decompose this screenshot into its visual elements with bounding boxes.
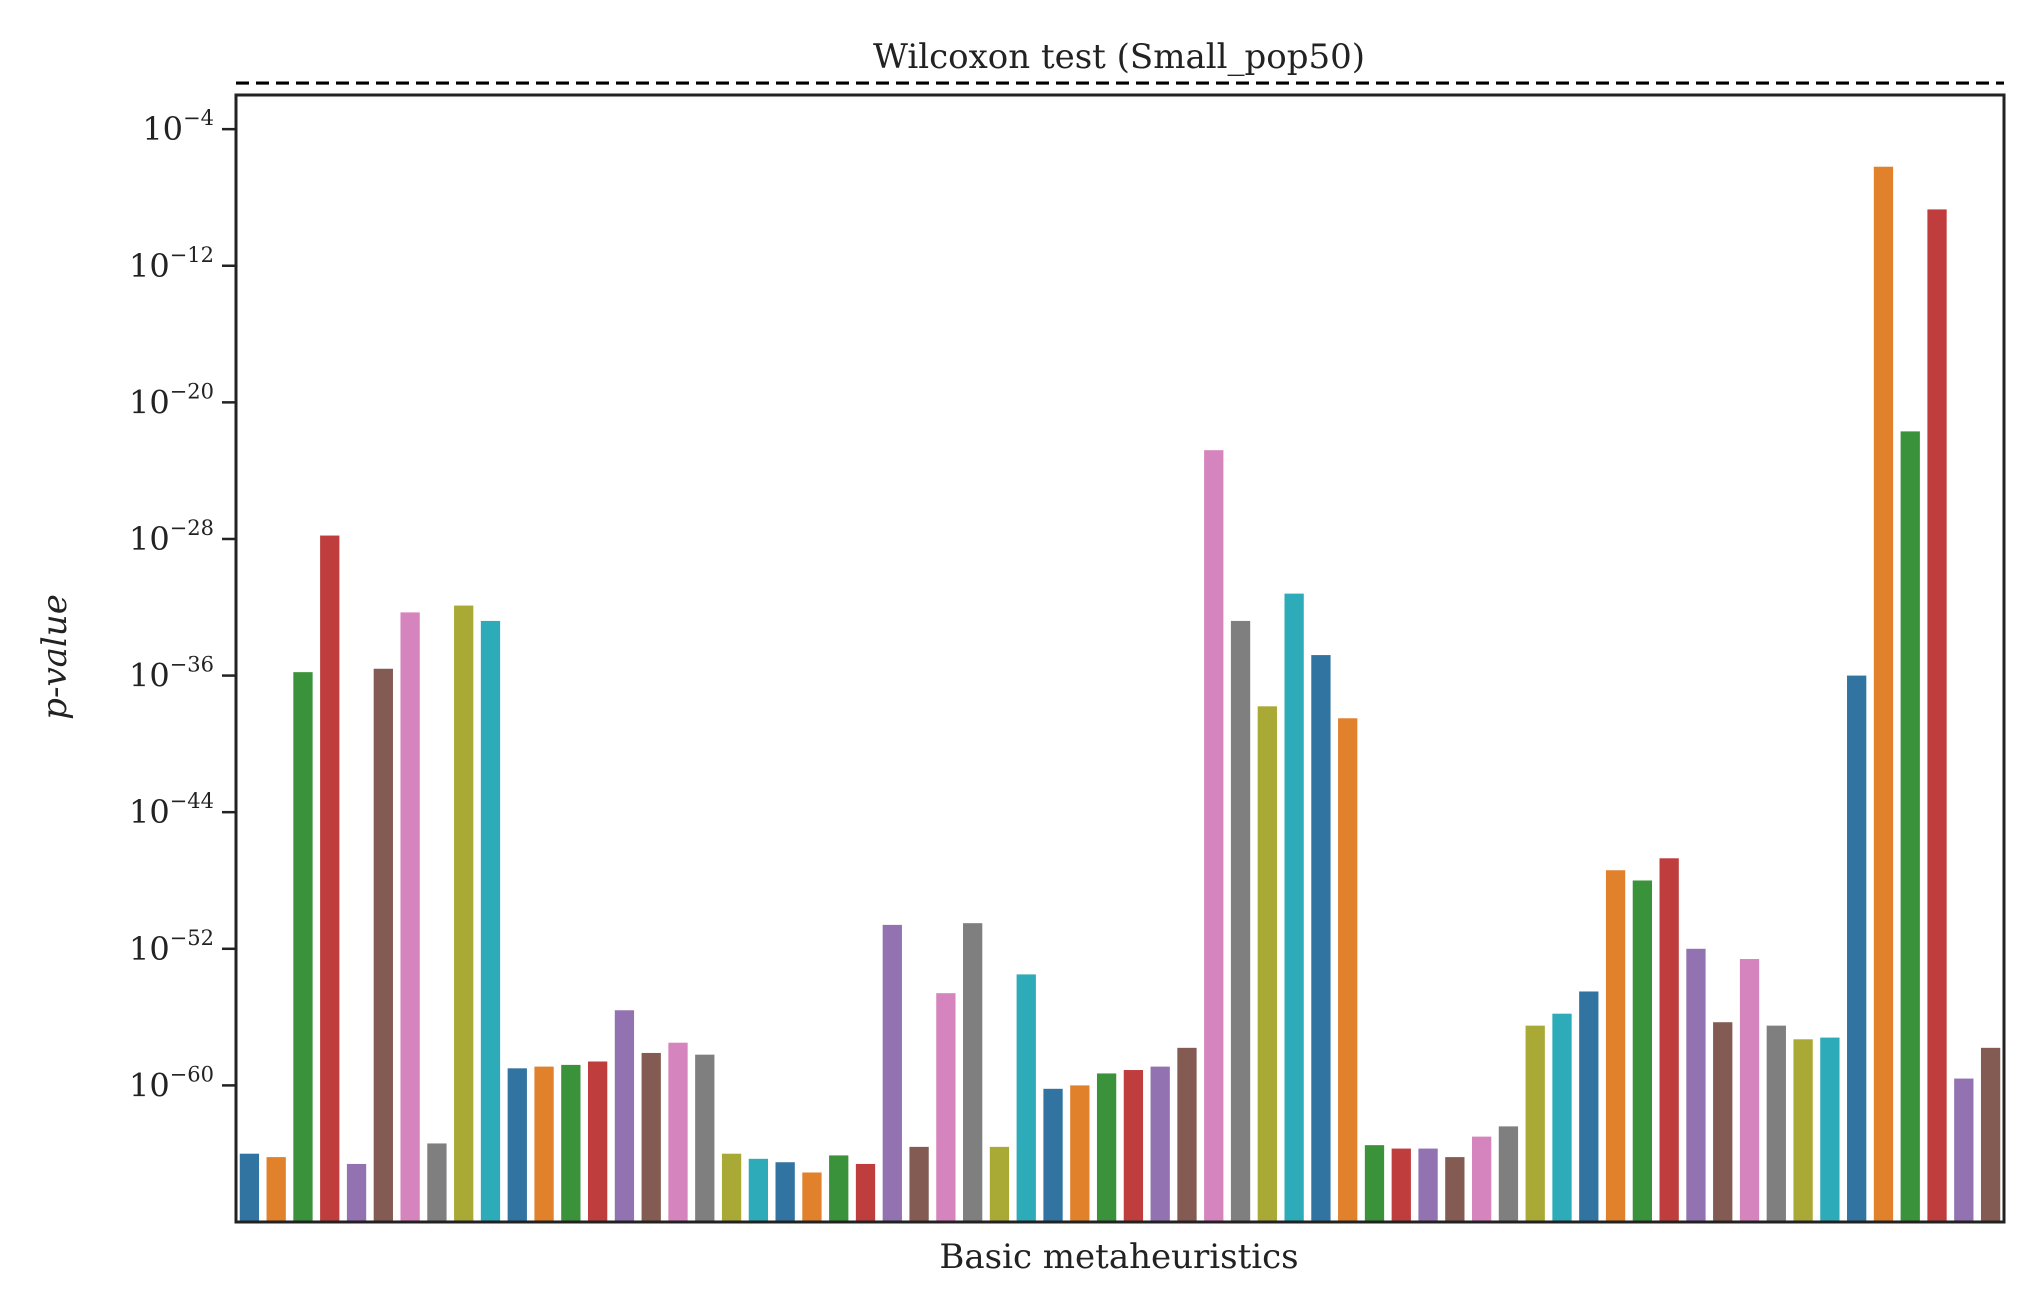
- bar-46: [1445, 1157, 1465, 1222]
- bar-8: [427, 1143, 447, 1222]
- bar-18: [695, 1054, 715, 1222]
- chart-title: Wilcoxon test (Small_pop50): [873, 37, 1365, 77]
- bar-4: [320, 535, 340, 1222]
- bar-19: [721, 1153, 742, 1222]
- y-tick-label: 10−44: [129, 789, 214, 831]
- bar-37: [1204, 450, 1224, 1222]
- bar-24: [855, 1163, 876, 1222]
- bar-31: [1043, 1088, 1063, 1222]
- bar-36: [1177, 1047, 1197, 1222]
- bar-28: [963, 923, 983, 1222]
- bar-47: [1471, 1136, 1492, 1222]
- bar-58: [1766, 1025, 1786, 1222]
- bar-64: [1927, 209, 1947, 1222]
- bar-9: [454, 605, 474, 1222]
- bar-61: [1847, 675, 1867, 1222]
- bar-53: [1632, 880, 1653, 1222]
- bar-17: [668, 1042, 688, 1222]
- bar-50: [1552, 1013, 1572, 1222]
- x-axis-label: Basic metaheuristics: [939, 1237, 1298, 1277]
- bar-14: [587, 1061, 608, 1222]
- bar-34: [1123, 1070, 1144, 1222]
- bar-25: [882, 924, 902, 1222]
- bar-48: [1498, 1126, 1519, 1222]
- bars: [239, 166, 2001, 1223]
- bar-22: [802, 1172, 822, 1222]
- bar-5: [346, 1163, 367, 1222]
- bar-57: [1739, 959, 1760, 1222]
- y-axis-label: p-value: [35, 594, 75, 720]
- bar-62: [1873, 166, 1894, 1223]
- bar-1: [239, 1153, 260, 1222]
- bar-32: [1070, 1085, 1090, 1222]
- y-tick-label: 10−4: [142, 106, 214, 148]
- bar-30: [1016, 974, 1036, 1222]
- bar-16: [641, 1052, 661, 1222]
- bar-2: [266, 1157, 286, 1222]
- bar-66: [1980, 1047, 2001, 1222]
- bar-33: [1096, 1073, 1117, 1222]
- bar-3: [293, 672, 313, 1222]
- y-tick-label: 10−52: [129, 926, 214, 968]
- plot-frame: [234, 93, 2006, 1224]
- bar-40: [1284, 593, 1304, 1222]
- bar-54: [1659, 858, 1679, 1222]
- y-tick-label: 10−20: [129, 379, 214, 421]
- bar-42: [1338, 718, 1358, 1222]
- y-tick-label: 10−60: [129, 1062, 214, 1104]
- bar-63: [1900, 431, 1920, 1222]
- bar-6: [373, 668, 393, 1222]
- bar-45: [1418, 1148, 1438, 1222]
- bar-23: [829, 1155, 849, 1222]
- bar-38: [1230, 620, 1251, 1222]
- y-axis-ticks: 10−4 10−12 10−20 10−28 10−36 10−44 10−52 10−60: [129, 106, 236, 1104]
- bar-21: [775, 1162, 795, 1222]
- bar-10: [480, 620, 501, 1222]
- bar-35: [1150, 1066, 1170, 1222]
- bar-60: [1820, 1037, 1840, 1222]
- bar-65: [1954, 1078, 1974, 1222]
- bar-7: [400, 612, 420, 1222]
- bar-12: [534, 1066, 554, 1222]
- bar-39: [1257, 706, 1277, 1222]
- bar-44: [1391, 1148, 1411, 1222]
- bar-56: [1713, 1022, 1733, 1222]
- bar-20: [748, 1158, 769, 1222]
- bar-51: [1579, 991, 1599, 1222]
- y-tick-label: 10−28: [129, 516, 214, 558]
- y-tick-label: 10−36: [129, 653, 214, 695]
- bar-41: [1311, 655, 1331, 1222]
- bar-49: [1525, 1025, 1545, 1222]
- bar-15: [614, 1010, 635, 1222]
- bar-55: [1686, 948, 1706, 1222]
- bar-29: [989, 1146, 1010, 1222]
- bar-26: [909, 1146, 929, 1222]
- bar-59: [1793, 1039, 1813, 1222]
- bar-11: [507, 1068, 527, 1222]
- bar-13: [561, 1064, 581, 1222]
- bar-43: [1364, 1145, 1385, 1222]
- y-tick-label: 10−12: [129, 243, 214, 285]
- bar-27: [936, 993, 956, 1222]
- bar-52: [1605, 870, 1626, 1222]
